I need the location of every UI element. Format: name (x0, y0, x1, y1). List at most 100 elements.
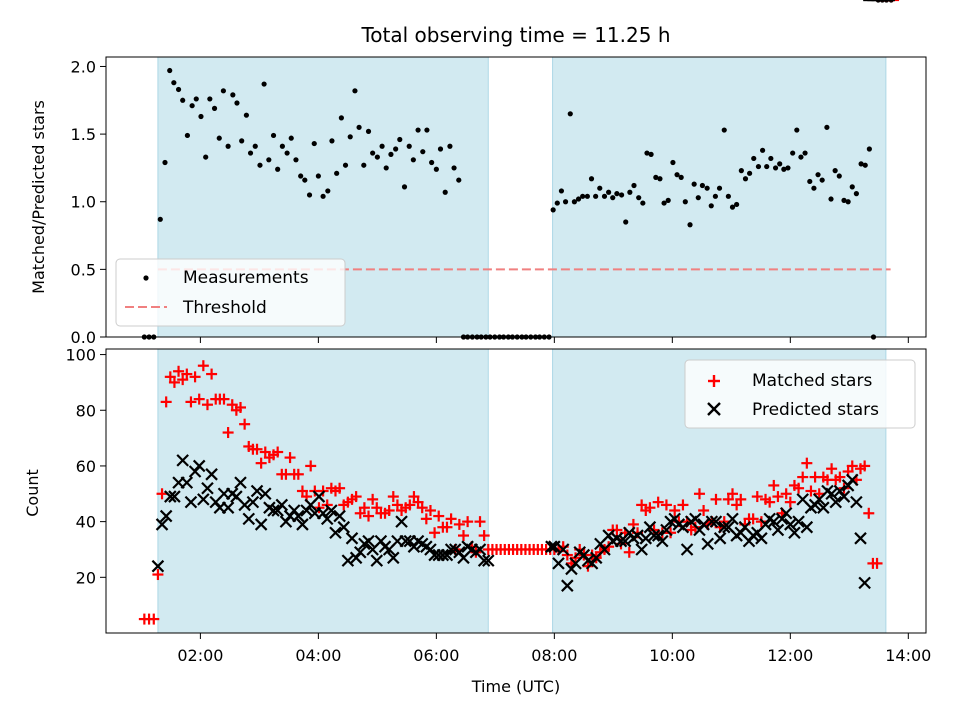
matched-point (441, 521, 453, 533)
matched-point (834, 471, 846, 483)
matched-point (371, 502, 383, 514)
predicted-point (370, 554, 384, 567)
predicted-point (197, 493, 210, 506)
measurement-point (729, 204, 736, 210)
predicted-marker-b (164, 490, 177, 503)
measurement-point (764, 163, 770, 170)
predicted-marker-b (552, 557, 565, 570)
measurement-point (284, 150, 290, 156)
ratio-panel-frame (105, 56, 927, 338)
measurement-point (558, 188, 565, 194)
matched-point (826, 463, 838, 475)
predicted-point (817, 501, 830, 514)
matched-point (764, 496, 776, 508)
measurement-point (768, 155, 774, 162)
measurement-point (388, 151, 394, 157)
predicted-point (705, 515, 719, 528)
matched-point (813, 488, 825, 500)
x-tick-label: 14:00 (885, 646, 931, 665)
predicted-point (680, 543, 694, 556)
measurement-point (653, 174, 659, 180)
matched-point (408, 491, 420, 503)
matched-point (358, 502, 370, 514)
predicted-marker-b (387, 551, 400, 565)
predicted-point (631, 529, 644, 542)
predicted-point (151, 559, 165, 573)
predicted-marker-b (325, 504, 338, 517)
predicted-marker-b (362, 534, 375, 548)
measurement-point (584, 193, 590, 199)
predicted-point (205, 468, 218, 481)
measurement-point (374, 154, 380, 160)
measurement-point (794, 127, 800, 133)
predicted-marker-b (238, 498, 251, 512)
x-tick-label: 06:00 (413, 646, 459, 665)
measurement-point (819, 177, 825, 183)
predicted-marker-b (312, 490, 326, 503)
matched-point (168, 376, 180, 388)
measurement-point (738, 168, 744, 174)
measurement-point (695, 195, 701, 201)
predicted-marker-b (771, 523, 785, 537)
matched-point (677, 499, 689, 511)
predicted-point (713, 532, 727, 545)
measurement-point (365, 128, 372, 134)
predicted-point (159, 509, 173, 523)
predicted-marker-b (779, 506, 793, 520)
predicted-marker-b (697, 518, 710, 531)
measurement-point (699, 182, 706, 189)
matched-point (457, 530, 469, 542)
ratio-panel-legend: Measurements Threshold (115, 258, 346, 327)
predicted-marker-b (254, 518, 268, 531)
predicted-point (635, 543, 648, 556)
predicted-stars-series (151, 0, 895, 592)
measurement-point (601, 193, 608, 199)
matched-point (206, 368, 218, 380)
measurement-point (356, 124, 362, 130)
predicted-point (639, 532, 653, 545)
measurement-point (571, 199, 578, 205)
matched-point (793, 482, 805, 494)
predicted-marker-b (250, 484, 264, 498)
measurement-point (252, 143, 258, 149)
predicted-point (779, 506, 793, 520)
predicted-point (436, 548, 450, 562)
count-panel-ticks: 20 40 60 80 100 02:00 04:00 06:00 08:00 10:00 12:0… (65, 346, 931, 665)
measurement-point (325, 188, 331, 194)
measurement-point (721, 127, 727, 133)
y-tick-label: 0.5 (71, 260, 96, 279)
measurement-point (234, 100, 240, 106)
matched-point (433, 510, 445, 522)
predicted-point (552, 557, 565, 570)
predicted-marker-b (221, 501, 235, 514)
predicted-point (771, 523, 785, 537)
predicted-marker-b (755, 532, 768, 545)
measurement-point (410, 157, 416, 163)
measurement-point (302, 177, 308, 183)
measurement-point (682, 199, 688, 205)
measurement-point (807, 178, 813, 185)
matched-point (644, 502, 656, 514)
matched-point (698, 504, 710, 516)
predicted-point (353, 545, 367, 559)
predicted-point (234, 476, 247, 489)
predicted-marker-b (643, 520, 657, 534)
y-tick-label: 20 (76, 568, 96, 587)
predicted-point (618, 534, 632, 548)
measurement-point (687, 222, 693, 228)
measurement-point (866, 146, 872, 152)
matched-point (152, 569, 164, 581)
predicted-marker-b (481, 554, 495, 567)
measurement-point (648, 151, 654, 157)
matched-point (367, 493, 379, 505)
measurement-point (189, 103, 195, 109)
measurement-point (785, 165, 791, 171)
measurement-point (862, 162, 868, 168)
measurement-point (593, 193, 599, 199)
predicted-marker-b (267, 504, 280, 517)
predicted-marker-b (205, 468, 218, 481)
predicted-point (656, 534, 669, 548)
predicted-point (180, 476, 194, 489)
matched-point (387, 491, 399, 503)
predicted-marker-b (845, 473, 859, 487)
